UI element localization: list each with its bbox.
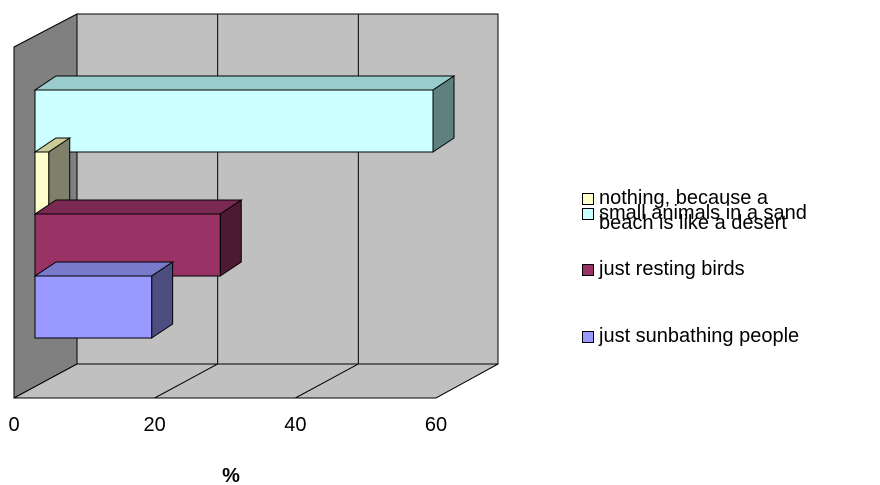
x-tick-labels: 0 20 40 60 — [8, 414, 447, 436]
legend-swatch-1 — [582, 193, 594, 205]
legend-item-1: nothing, because a beach is like a deser… — [582, 186, 787, 236]
bar-front-3 — [34, 275, 153, 339]
legend-label-2: just resting birds — [599, 258, 745, 280]
bar-side-0 — [432, 75, 455, 153]
legend-label-3: just sunbathing people — [599, 325, 800, 347]
bar-front-0 — [34, 89, 434, 153]
legend-swatch-2 — [582, 264, 594, 276]
legend-item-2: just resting birds — [582, 257, 745, 282]
legend-item-0: small animals in a sand — [582, 201, 807, 226]
x-tick-20: 20 — [144, 414, 166, 436]
x-axis-label: % — [222, 465, 240, 485]
bar-top-2 — [33, 199, 243, 215]
legend-swatch-3 — [582, 331, 594, 343]
legend-item-3: just sunbathing people — [582, 324, 799, 349]
bar-front-1 — [34, 151, 50, 215]
legend-label-1: nothing, because a beach is like a deser… — [599, 187, 787, 234]
legend: small animals in a sand nothing, because … — [582, 0, 877, 485]
x-tick-0: 0 — [8, 414, 19, 436]
x-tick-60: 60 — [425, 414, 447, 436]
bar-top-3 — [33, 261, 175, 277]
bar-0 — [33, 75, 456, 153]
bar-top-0 — [33, 75, 456, 91]
floor — [13, 363, 499, 399]
legend-swatch-0 — [582, 208, 594, 220]
legend-label-0: small animals in a sand — [599, 202, 807, 224]
bars — [33, 75, 456, 339]
bar-side-3 — [151, 261, 174, 339]
bar-3 — [33, 261, 175, 339]
bar-chart: 0 20 40 60 % — [8, 13, 499, 485]
bar-side-2 — [219, 199, 242, 277]
x-tick-40: 40 — [284, 414, 306, 436]
